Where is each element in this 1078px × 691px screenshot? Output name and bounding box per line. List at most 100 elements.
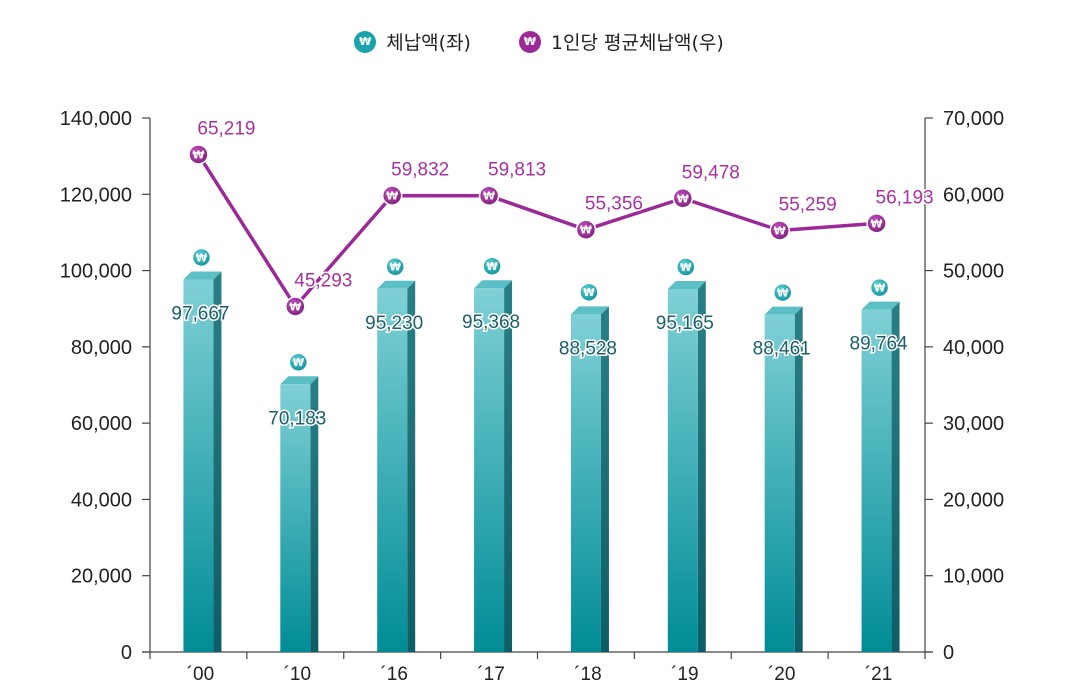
- x-tick-label: ´18: [574, 664, 601, 685]
- bar-top: [183, 271, 222, 280]
- bar-won-marker-circle: [288, 352, 309, 373]
- bar-value-label: 88,528: [559, 338, 617, 359]
- y-right-tick-label: 20,000: [943, 489, 1004, 511]
- line-point-symbol: ₩: [677, 192, 689, 205]
- line-point-circle: [575, 219, 597, 240]
- x-tick-label: ´10: [284, 664, 311, 685]
- bar-won-marker-symbol: ₩: [874, 282, 886, 294]
- bar-value-label: 88,461: [753, 339, 811, 360]
- legend-won-purple-icon: ₩: [518, 30, 541, 53]
- bar-top: [377, 280, 416, 289]
- bar-won-marker-symbol: ₩: [196, 252, 208, 264]
- line-point-symbol: ₩: [386, 190, 398, 203]
- y-left-tick-label: 40,000: [71, 489, 132, 511]
- line-point-circle: [285, 296, 306, 317]
- line-point: ₩: [769, 220, 790, 241]
- bar-value-label: 70,183: [268, 408, 326, 429]
- line-point-circle: [188, 144, 209, 165]
- y-right-tick-label: 70,000: [943, 108, 1004, 130]
- bar-top: [861, 301, 900, 310]
- bar-value-label: 95,368: [462, 312, 520, 333]
- line-value-label: 59,813: [488, 160, 546, 181]
- bar-won-marker-symbol: ₩: [486, 261, 498, 273]
- line-point: ₩: [478, 185, 500, 206]
- legend-item-bar: ₩ 체납액(좌): [354, 28, 471, 55]
- x-tick-label: ´16: [380, 664, 407, 685]
- line-point: ₩: [866, 213, 887, 234]
- bar-won-marker: ₩: [482, 256, 502, 276]
- bar-won-marker: ₩: [288, 352, 309, 373]
- line-point-symbol: ₩: [871, 217, 883, 230]
- y-right-tick-label: 0: [943, 642, 954, 664]
- bar-top: [764, 306, 803, 315]
- line-point-circle: [381, 185, 403, 206]
- bar-won-marker-circle: [191, 247, 212, 268]
- line-point-circle: [672, 188, 694, 209]
- line-point-symbol: ₩: [289, 300, 301, 313]
- x-tick-label: ´21: [865, 664, 892, 685]
- bar-won-marker-symbol: ₩: [583, 287, 595, 299]
- bar-won-marker-circle: [385, 257, 405, 277]
- line-value-label: 59,478: [682, 162, 740, 183]
- bar-won-marker-circle: [579, 282, 599, 303]
- bar-won-marker: ₩: [772, 282, 793, 303]
- line-point-symbol: ₩: [774, 224, 786, 237]
- bar: [764, 314, 795, 652]
- y-left-tick-label: 20,000: [71, 566, 132, 588]
- legend-won-teal-icon: ₩: [354, 30, 377, 53]
- bar-won-marker: ₩: [385, 257, 405, 277]
- y-right-tick-label: 10,000: [943, 566, 1004, 588]
- bar-side: [794, 306, 803, 652]
- bar-won-marker: ₩: [676, 257, 696, 277]
- bar-side: [600, 306, 609, 652]
- y-left-tick-label: 140,000: [60, 108, 132, 130]
- bar: [280, 384, 311, 652]
- y-left-tick-label: 100,000: [60, 261, 132, 283]
- bar-top: [667, 281, 706, 290]
- bar: [377, 288, 408, 652]
- x-tick-label: ´19: [671, 664, 698, 685]
- y-right-tick-label: 40,000: [943, 337, 1004, 359]
- line-value-label: 55,356: [585, 194, 643, 215]
- bar-won-marker-circle: [676, 257, 696, 277]
- line-value-label: 59,832: [391, 160, 449, 181]
- bar-side: [697, 281, 706, 652]
- line-point: ₩: [381, 185, 403, 206]
- bar-won-marker: ₩: [869, 277, 890, 298]
- y-left-tick-label: 80,000: [71, 337, 132, 359]
- y-left-tick-label: 0: [121, 642, 132, 664]
- bar-won-marker-symbol: ₩: [777, 287, 789, 299]
- bar-won-marker-circle: [482, 256, 502, 276]
- legend-label-line: 1인당 평균체납액(우): [550, 32, 724, 54]
- line-point: ₩: [575, 219, 597, 240]
- bar-value-label: 97,667: [171, 303, 229, 324]
- bar-side: [504, 280, 513, 652]
- bar-side: [891, 301, 900, 652]
- y-right-tick-label: 50,000: [943, 261, 1004, 283]
- bar-won-marker-symbol: ₩: [293, 357, 305, 369]
- line-point-symbol: ₩: [483, 190, 495, 203]
- x-tick-label: ´00: [187, 664, 214, 685]
- line-value-label: 55,259: [779, 194, 837, 215]
- line-value-label: 45,293: [294, 270, 352, 291]
- line-point-symbol: ₩: [192, 148, 204, 161]
- y-left-tick-label: 60,000: [71, 413, 132, 435]
- bar-top: [474, 280, 513, 289]
- bar-value-label: 95,165: [656, 313, 714, 334]
- bar-won-marker-circle: [772, 282, 793, 303]
- line-value-label: 65,219: [197, 118, 255, 139]
- y-left-tick-label: 120,000: [60, 184, 132, 206]
- line-point: ₩: [672, 188, 694, 209]
- bar-side: [213, 271, 222, 652]
- line-point-circle: [866, 213, 887, 234]
- bar-won-marker-circle: [869, 277, 890, 298]
- bar-top: [570, 306, 609, 315]
- line-point-circle: [769, 220, 790, 241]
- bar-side: [310, 376, 319, 652]
- bar-won-marker-symbol: ₩: [389, 262, 401, 274]
- line-value-label: 56,193: [876, 187, 934, 208]
- legend-label-bar: 체납액(좌): [386, 32, 471, 54]
- bar-won-marker-symbol: ₩: [680, 262, 692, 274]
- bar-value-label: 89,764: [850, 334, 909, 355]
